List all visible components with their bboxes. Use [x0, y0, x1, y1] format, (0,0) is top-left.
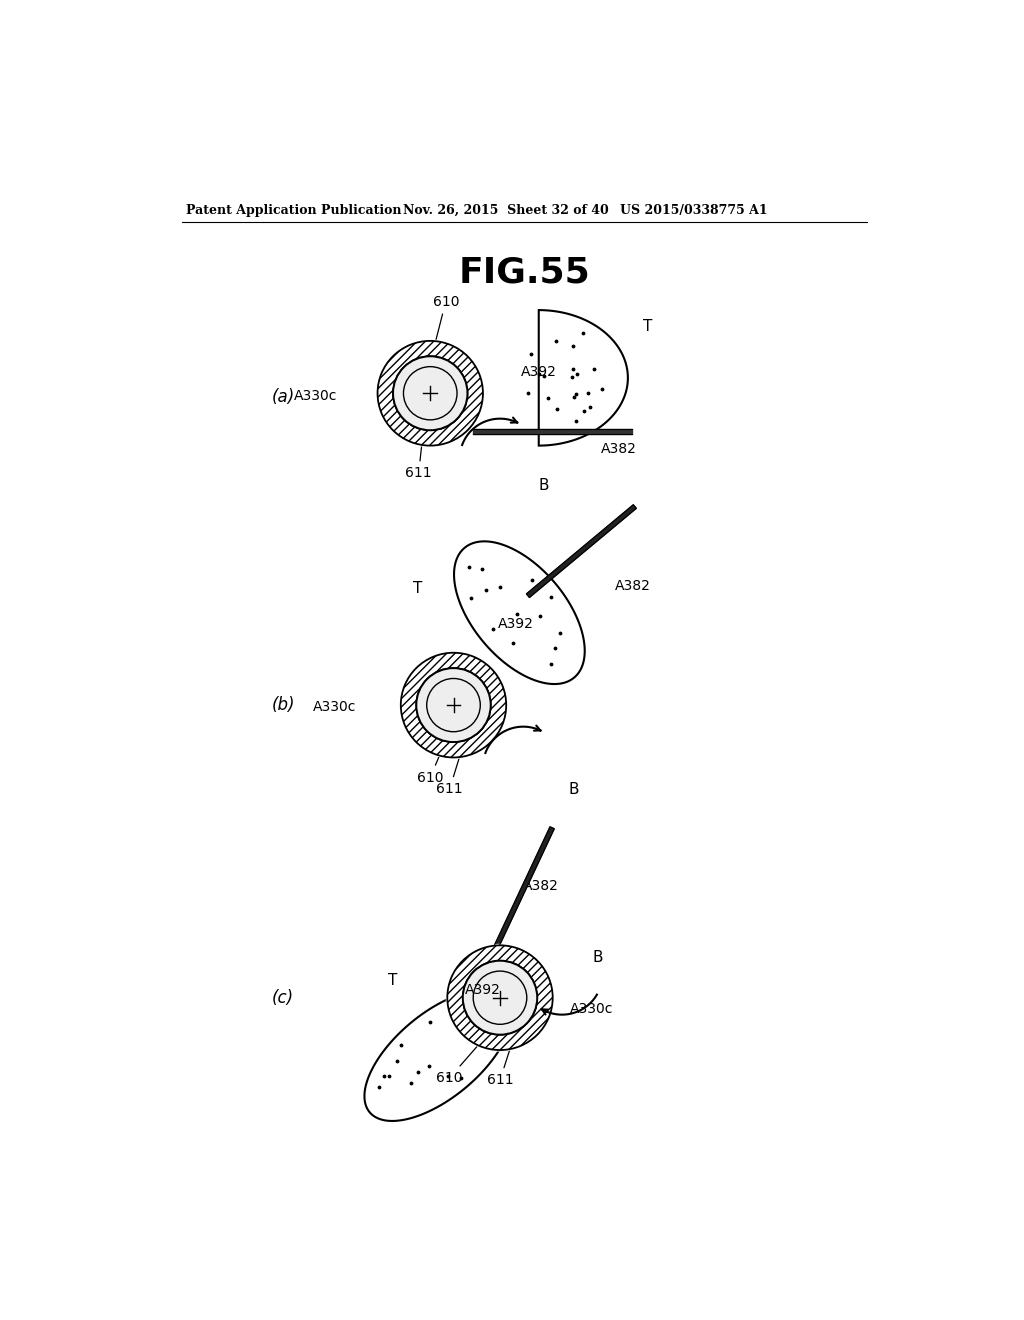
- Text: 610: 610: [432, 294, 459, 345]
- Text: T: T: [413, 581, 423, 595]
- Text: A392: A392: [465, 983, 501, 997]
- Text: A392: A392: [521, 366, 557, 379]
- Text: A330c: A330c: [569, 1002, 613, 1016]
- Text: 611: 611: [436, 754, 463, 796]
- Text: A392: A392: [498, 618, 534, 631]
- Text: B: B: [539, 478, 549, 494]
- Circle shape: [399, 651, 508, 759]
- Text: A382: A382: [523, 879, 559, 894]
- Text: B: B: [593, 950, 603, 965]
- Polygon shape: [539, 310, 628, 446]
- Text: 611: 611: [486, 1047, 513, 1088]
- Text: A382: A382: [601, 442, 637, 457]
- Circle shape: [417, 668, 490, 742]
- Text: 610: 610: [417, 752, 443, 784]
- Text: (a): (a): [271, 388, 295, 407]
- Polygon shape: [365, 990, 512, 1121]
- Text: B: B: [568, 783, 579, 797]
- Circle shape: [393, 356, 467, 430]
- Text: A330c: A330c: [294, 388, 337, 403]
- Polygon shape: [526, 504, 636, 598]
- Text: FIG.55: FIG.55: [459, 255, 591, 289]
- Text: 611: 611: [406, 441, 432, 480]
- Text: A382: A382: [614, 578, 650, 593]
- Text: US 2015/0338775 A1: US 2015/0338775 A1: [621, 205, 768, 218]
- Text: Patent Application Publication: Patent Application Publication: [186, 205, 401, 218]
- Text: (b): (b): [271, 696, 295, 714]
- Polygon shape: [473, 429, 632, 434]
- Text: (c): (c): [272, 989, 294, 1007]
- Text: T: T: [643, 318, 652, 334]
- Polygon shape: [484, 826, 554, 969]
- Text: Nov. 26, 2015  Sheet 32 of 40: Nov. 26, 2015 Sheet 32 of 40: [403, 205, 609, 218]
- Text: T: T: [388, 973, 397, 989]
- Circle shape: [445, 944, 554, 1052]
- Text: A330c: A330c: [313, 700, 356, 714]
- Polygon shape: [454, 541, 585, 684]
- Circle shape: [463, 961, 538, 1035]
- Text: 610: 610: [436, 1044, 479, 1085]
- Circle shape: [376, 339, 484, 447]
